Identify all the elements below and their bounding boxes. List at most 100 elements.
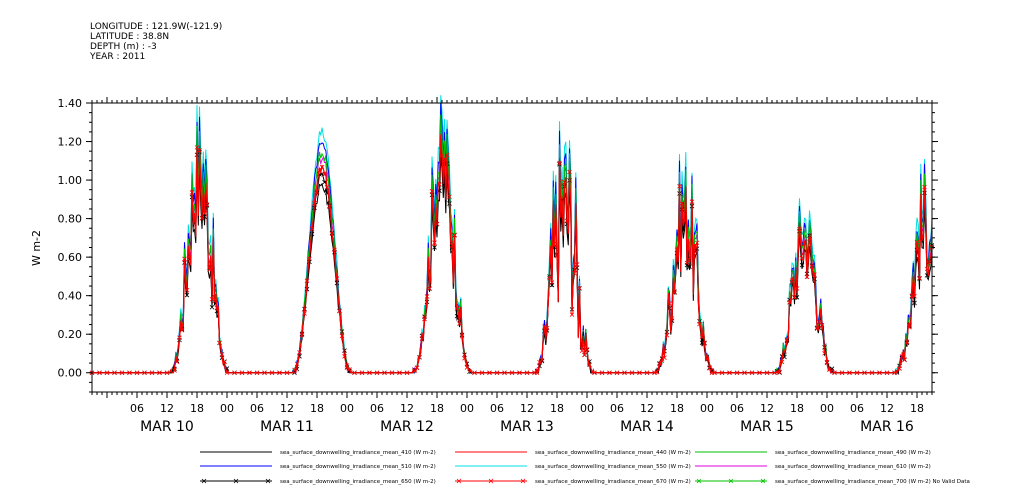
series-marker [799, 255, 805, 261]
series-marker [917, 275, 922, 281]
x-tick-label: 18 [310, 402, 324, 415]
legend-marker [265, 478, 271, 484]
series-marker [824, 359, 830, 365]
series-marker [324, 184, 330, 190]
series-marker [447, 194, 452, 200]
series-marker [332, 247, 337, 253]
legend-label: sea_surface_downwelling_irradiance_mean_… [535, 464, 691, 470]
series-marker [192, 217, 197, 222]
series-marker [742, 370, 747, 376]
series-marker [134, 370, 140, 376]
series-marker [564, 218, 570, 224]
series-marker [812, 272, 817, 277]
x-day-label: MAR 11 [260, 419, 314, 435]
series-marker [694, 240, 700, 246]
series-marker [772, 370, 777, 376]
series-marker [804, 274, 810, 280]
x-tick-label: 00 [820, 402, 834, 415]
series-marker [554, 253, 560, 259]
series-marker [567, 169, 572, 175]
series-marker [342, 354, 347, 359]
series-marker [904, 339, 910, 345]
series-marker [212, 298, 217, 304]
legend-label: sea_surface_downwelling_irradiance_mean_… [535, 479, 691, 485]
series-marker [757, 370, 762, 376]
series-marker [912, 300, 917, 306]
y-tick-label: 1.20 [58, 136, 83, 149]
series-marker [239, 370, 245, 376]
series-marker [422, 316, 427, 322]
series-marker [462, 356, 467, 361]
series-marker [202, 211, 207, 216]
x-tick-label: 00 [220, 402, 234, 415]
latitude-label: LATITUDE : 38.8N [90, 32, 170, 42]
series-marker [404, 370, 410, 376]
series-marker [277, 370, 282, 376]
series-marker [924, 266, 930, 272]
x-tick-label: 12 [280, 402, 294, 415]
series-marker [157, 370, 162, 376]
series-marker [224, 370, 230, 376]
series-marker [899, 354, 905, 359]
series-marker [149, 370, 155, 376]
series-marker [764, 370, 770, 376]
series-marker [667, 301, 672, 306]
series-marker [544, 325, 550, 331]
series-marker [322, 172, 327, 177]
series-marker [344, 363, 350, 368]
series-marker [702, 341, 707, 346]
series-marker [539, 357, 545, 363]
series-marker [727, 370, 732, 376]
series-marker [142, 370, 147, 376]
series-marker [662, 355, 667, 361]
series-marker [432, 240, 437, 245]
series-marker [299, 332, 305, 338]
series-marker [784, 337, 790, 342]
legend-label: sea_surface_downwelling_irradiance_mean_… [775, 450, 931, 456]
y-tick-label: 1.00 [58, 174, 83, 187]
legend: sea_surface_downwelling_irradiance_mean_… [200, 450, 970, 485]
series-marker [197, 148, 202, 153]
legend-marker [233, 478, 239, 484]
series-marker [214, 305, 220, 311]
x-tick-label: 00 [580, 402, 594, 415]
series-marker [179, 327, 185, 333]
series-marker [524, 370, 530, 376]
x-tick-label: 00 [340, 402, 354, 415]
legend-marker [201, 478, 207, 484]
series-marker [439, 153, 445, 158]
axes-layer: 0.00 0.20 0.40 0.60 0.80 1.00 1.20 1.40 06 12 18 00… [58, 97, 938, 435]
series-marker [569, 312, 575, 317]
series-marker [574, 262, 580, 267]
series-marker [712, 370, 717, 376]
legend-marker [520, 478, 526, 484]
series-marker [269, 370, 275, 376]
series-marker [184, 292, 190, 298]
x-tick-label: 06 [370, 402, 384, 415]
x-tick-label: 12 [760, 402, 774, 415]
legend-marker [488, 478, 494, 484]
series-marker [572, 270, 577, 276]
series-marker [317, 167, 322, 173]
series-marker [799, 262, 805, 268]
series-marker [119, 370, 125, 376]
series-marker [494, 370, 500, 376]
x-day-label: MAR 15 [740, 419, 794, 435]
series-marker [209, 304, 215, 310]
series-marker [254, 370, 260, 376]
y-tick-label: 0.60 [58, 251, 83, 264]
series-marker [787, 300, 792, 305]
series-marker [827, 367, 832, 372]
series-marker [792, 294, 797, 300]
series-marker [584, 347, 590, 352]
legend-label: sea_surface_downwelling_irradiance_mean_… [280, 464, 436, 470]
x-tick-label: 18 [670, 402, 684, 415]
series-marker [347, 367, 352, 372]
y-axis-label: W m-2 [30, 230, 43, 266]
series-marker [582, 352, 587, 358]
x-day-label: MAR 13 [500, 419, 554, 435]
x-tick-label: 12 [880, 402, 894, 415]
series-marker [319, 164, 325, 170]
series-marker [207, 267, 212, 272]
